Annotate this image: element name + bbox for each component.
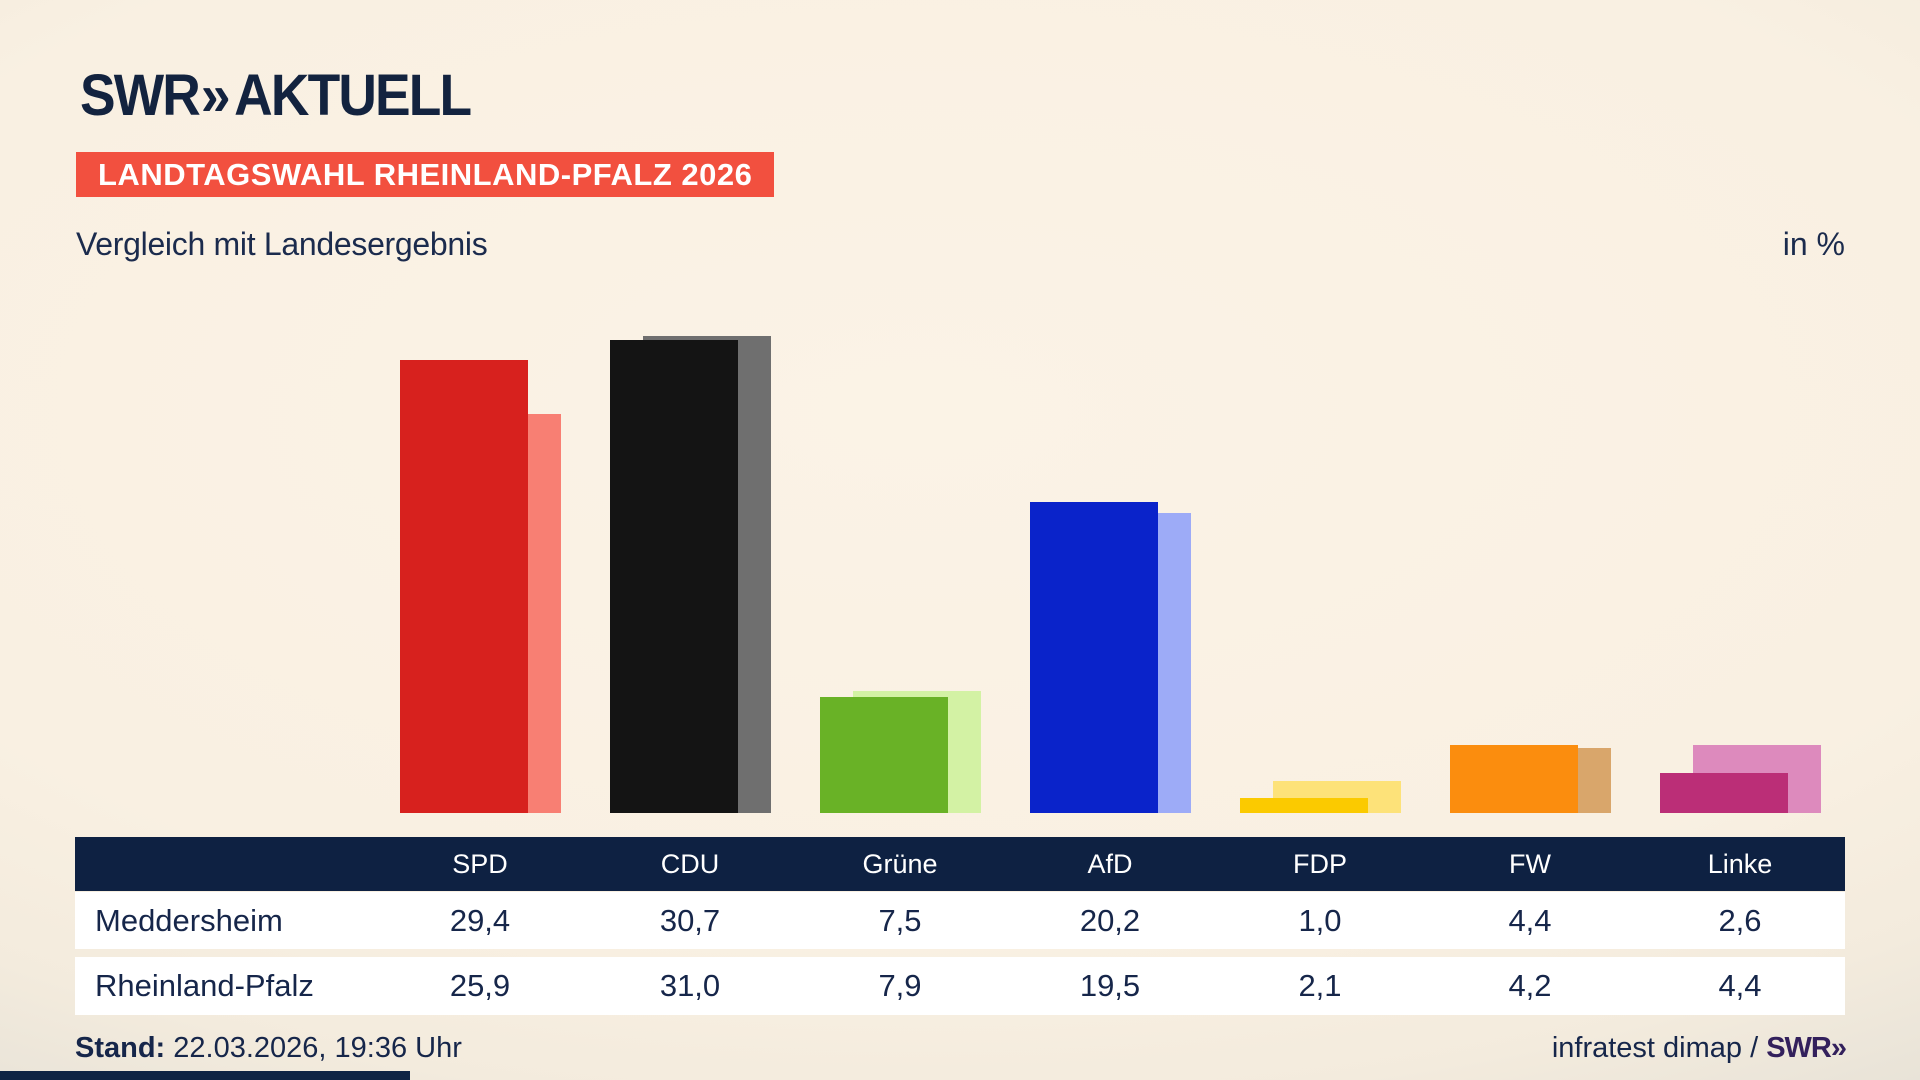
value-cell: 19,5: [1079, 968, 1141, 1003]
value-cell: 2,6: [1718, 903, 1762, 938]
table-row-rheinland-pfalz: Rheinland-Pfalz 25,9 31,0 7,9 19,5 2,1 4,2 4,4: [75, 957, 1845, 1015]
header-party-SPD: SPD: [452, 849, 508, 879]
value-cell: 31,0: [659, 968, 721, 1003]
bar-Linke-main: [1660, 773, 1788, 813]
swr-logo-text: SWR: [80, 63, 201, 128]
value-cell: 4,4: [1718, 968, 1762, 1003]
timestamp: Stand: 22.03.2026, 19:36 Uhr: [75, 1032, 462, 1065]
header-party-Grüne: Grüne: [862, 849, 938, 879]
table-row-meddersheim: Meddersheim 29,4 30,7 7,5 20,2 1,0 4,4 2,6: [75, 892, 1845, 949]
value-cell: 30,7: [659, 903, 721, 938]
stand-value: 22.03.2026, 19:36 Uhr: [165, 1032, 462, 1064]
header-empty-cell: [75, 837, 375, 891]
aktuell-logo-text: AKTUELL: [234, 63, 472, 128]
source-credit: infratest dimap / SWR»: [1551, 1032, 1847, 1065]
row-label: Meddersheim: [95, 903, 283, 938]
value-cell: 4,2: [1508, 968, 1552, 1003]
table-header-row: SPD CDU Grüne AfD FDP FW Linke: [75, 837, 1845, 891]
swr-footer-chevron-icon: »: [1830, 1032, 1847, 1064]
bottom-accent-bar: [0, 1071, 410, 1080]
bar-AfD-main: [1030, 502, 1158, 813]
row-label: Rheinland-Pfalz: [95, 968, 314, 1003]
source-text: infratest dimap /: [1551, 1032, 1767, 1064]
header-party-FW: FW: [1509, 849, 1551, 879]
swr-footer-logo: SWR»: [1766, 1032, 1847, 1064]
value-cell: 1,0: [1298, 903, 1342, 938]
bar-FW-main: [1450, 745, 1578, 813]
value-cell: 29,4: [449, 903, 511, 938]
bar-FDP-main: [1240, 798, 1368, 813]
election-badge: LANDTAGSWAHL RHEINLAND-PFALZ 2026: [76, 152, 775, 197]
unit-label: in %: [1782, 226, 1845, 262]
value-cell: 20,2: [1079, 903, 1141, 938]
value-cell: 7,9: [878, 968, 922, 1003]
header-party-FDP: FDP: [1293, 849, 1347, 879]
header-party-CDU: CDU: [660, 849, 720, 879]
value-cell: 2,1: [1298, 968, 1342, 1003]
bar-Grüne-main: [820, 697, 948, 813]
value-cell: 25,9: [449, 968, 511, 1003]
header-party-AfD: AfD: [1087, 849, 1133, 879]
header-party-Linke: Linke: [1707, 849, 1773, 879]
stand-label: Stand:: [75, 1032, 166, 1064]
value-cell: 4,4: [1508, 903, 1552, 938]
chart-title: Vergleich mit Landesergebnis: [76, 226, 488, 262]
swr-aktuell-logo: SWR» AKTUELL: [80, 62, 472, 129]
value-cell: 7,5: [878, 903, 922, 938]
bar-SPD-main: [400, 360, 528, 813]
bar-CDU-main: [610, 340, 738, 813]
